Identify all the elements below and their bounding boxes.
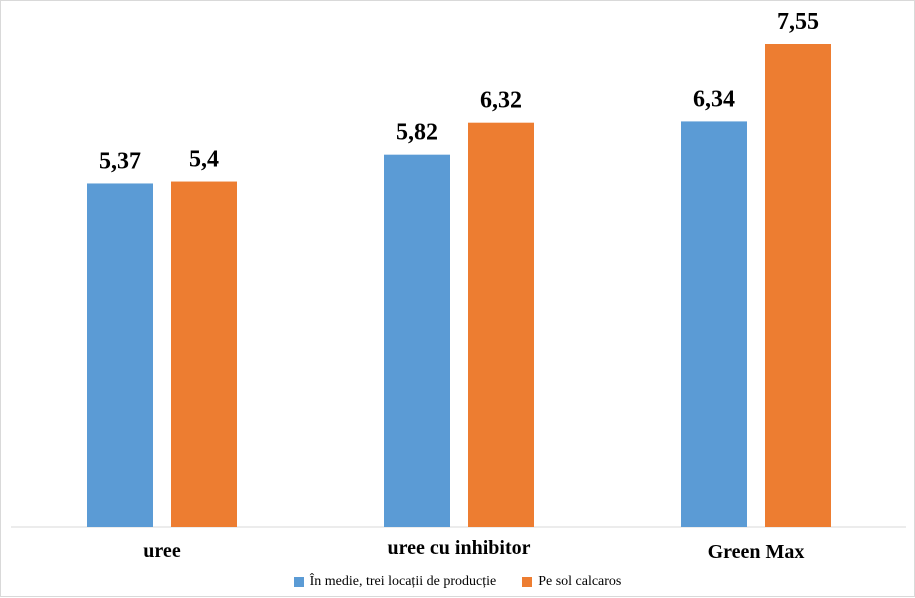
bar-1-1 [87, 183, 153, 527]
legend-label-series-2: Pe sol calcaros [538, 574, 622, 589]
data-label-2-3: 7,55 [777, 9, 819, 35]
bar-1-3 [681, 121, 747, 527]
bar-2-2 [468, 122, 534, 528]
legend-label-series-1: În medie, trei locații de producție [309, 574, 497, 589]
data-label-2-1: 5,4 [189, 147, 219, 173]
legend-item-series-1: În medie, trei locații de producție [293, 574, 497, 590]
data-label-1-3: 6,34 [693, 86, 735, 112]
legend-item-series-2: Pe sol calcaros [522, 574, 621, 590]
data-labels-group: 5,37 5,4 5,82 6,32 6,34 7,55 [99, 9, 819, 174]
category-labels-group: uree uree cu inhibitor Green Max [143, 537, 804, 563]
bar-1-2 [384, 154, 450, 527]
category-label-3: Green Max [708, 541, 805, 563]
bar-2-1 [171, 181, 237, 528]
legend-swatch-series-2 [522, 577, 533, 587]
data-label-2-2: 6,32 [480, 88, 522, 114]
data-label-1-1: 5,37 [99, 148, 141, 174]
legend: În medie, trei locații de producție Pe s… [0, 572, 915, 592]
legend-swatch-series-1 [293, 577, 304, 587]
category-label-1: uree [143, 540, 181, 562]
data-label-1-2: 5,82 [396, 120, 438, 146]
bars-group [87, 44, 831, 528]
category-label-2: uree cu inhibitor [388, 537, 531, 559]
bar-2-3 [765, 44, 831, 527]
